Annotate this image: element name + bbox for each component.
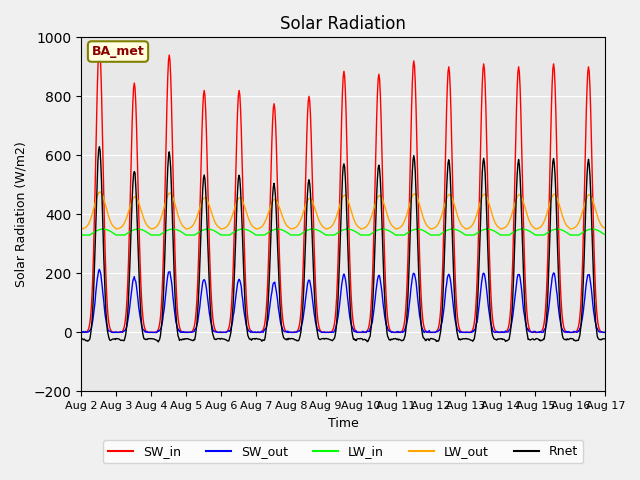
LW_out [77, 226, 85, 232]
SW_in [222, 329, 230, 335]
LW_in [141, 228, 149, 234]
Line: SW_out: SW_out [81, 269, 605, 332]
LW_in [77, 232, 85, 238]
LW_in [87, 232, 95, 238]
Line: SW_in: SW_in [81, 46, 605, 332]
X-axis label: Time: Time [328, 417, 358, 430]
SW_out [408, 280, 415, 286]
Rnet [141, 336, 149, 342]
LW_in [407, 228, 415, 234]
LW_in [99, 226, 107, 232]
Line: Rnet: Rnet [81, 147, 605, 342]
Title: Solar Radiation: Solar Radiation [280, 15, 406, 33]
SW_out [601, 329, 609, 335]
Rnet [423, 336, 431, 342]
SW_out [95, 266, 103, 272]
Legend: SW_in, SW_out, LW_in, LW_out, Rnet: SW_in, SW_out, LW_in, LW_out, Rnet [103, 440, 583, 463]
LW_out [601, 225, 609, 231]
LW_out [222, 224, 230, 230]
Y-axis label: Solar Radiation (W/m2): Solar Radiation (W/m2) [15, 142, 28, 287]
LW_in [422, 229, 430, 235]
Rnet [95, 144, 103, 150]
SW_in [252, 329, 260, 335]
Rnet [223, 337, 230, 343]
SW_out [77, 329, 85, 335]
SW_in [87, 313, 95, 319]
LW_out [408, 195, 415, 201]
SW_in [195, 262, 202, 268]
SW_out [78, 329, 86, 335]
SW_out [223, 329, 230, 335]
Rnet [77, 336, 85, 342]
Line: LW_out: LW_out [81, 192, 605, 229]
SW_in [408, 103, 415, 108]
SW_out [88, 325, 95, 331]
Line: LW_in: LW_in [81, 229, 605, 235]
Text: BA_met: BA_met [92, 45, 145, 58]
LW_in [195, 229, 202, 235]
LW_in [601, 232, 609, 238]
LW_in [222, 232, 230, 238]
SW_in [141, 327, 149, 333]
Rnet [408, 185, 415, 191]
LW_out [96, 189, 104, 195]
SW_in [423, 329, 431, 335]
SW_out [423, 329, 431, 335]
Rnet [87, 331, 95, 337]
Rnet [601, 336, 609, 342]
SW_out [142, 329, 150, 335]
Rnet [195, 281, 203, 287]
SW_in [601, 329, 609, 335]
LW_out [141, 219, 149, 225]
SW_in [77, 329, 85, 335]
SW_in [95, 43, 103, 49]
LW_out [252, 226, 260, 232]
SW_out [195, 309, 203, 314]
LW_out [195, 210, 202, 216]
LW_out [87, 216, 95, 222]
Rnet [154, 339, 162, 345]
LW_out [423, 223, 431, 228]
